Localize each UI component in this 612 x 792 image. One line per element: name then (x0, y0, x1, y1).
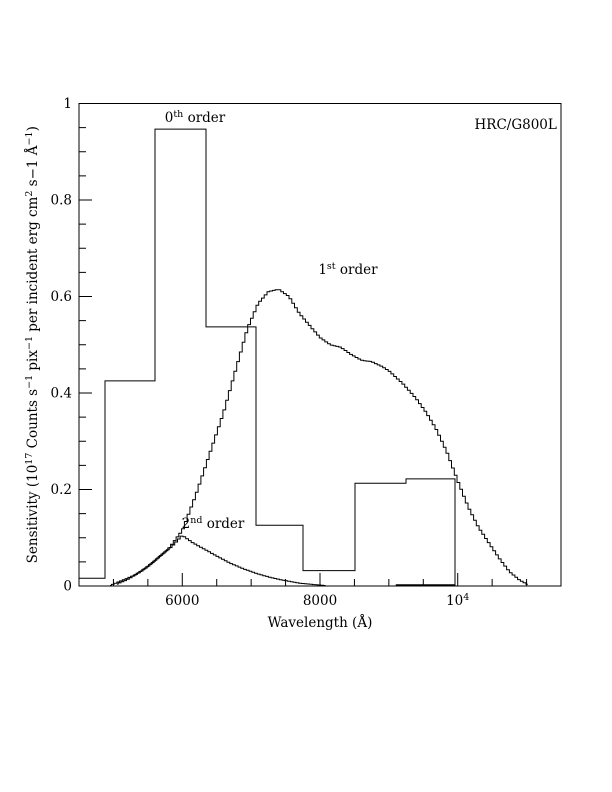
second-order-label: 2nd order (182, 515, 245, 532)
y-tick-label: 0.8 (51, 193, 72, 209)
zeroth-order-label: 0th order (165, 109, 226, 126)
y-axis-title: Sensitivity (1017 Counts s−1 pix−1 per i… (24, 126, 41, 563)
x-tick-label: 6000 (165, 593, 199, 609)
y-tick-label: 1 (63, 96, 72, 112)
y-tick-label: 0.4 (51, 386, 72, 402)
y-tick-label: 0 (63, 579, 72, 595)
y-tick-label: 0.6 (51, 289, 72, 305)
x-tick-label: 104 (446, 592, 469, 609)
2nd-order-curve (110, 535, 326, 586)
first-order-label: 1st order (318, 261, 378, 278)
x-axis-title: Wavelength (Å) (268, 615, 373, 631)
x-tick-label: 8000 (303, 593, 337, 609)
1st-order-curve (116, 289, 528, 585)
instrument-label: HRC/G800L (475, 117, 557, 133)
plot-border (78, 103, 562, 587)
0th-order-histogram (79, 128, 456, 586)
y-tick-label: 0.2 (51, 482, 72, 498)
